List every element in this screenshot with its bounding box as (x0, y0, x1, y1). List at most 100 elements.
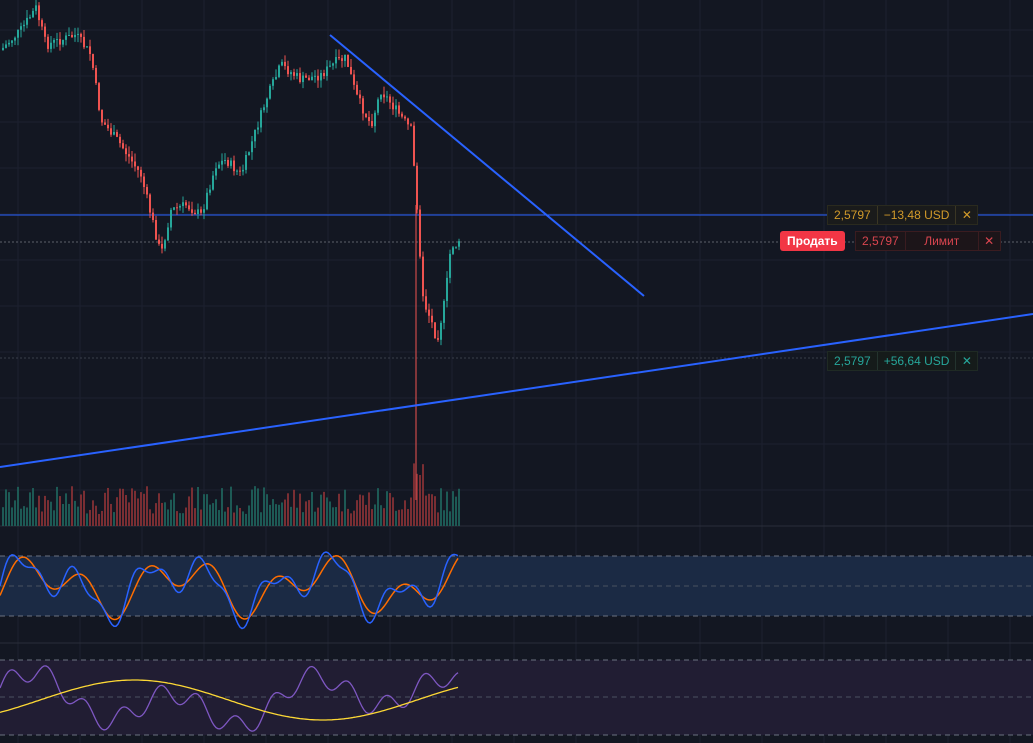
candle-body (449, 253, 451, 278)
stop-loss-order-label[interactable]: 2,5797 +56,64 USD ✕ (827, 351, 979, 371)
volume-bar (398, 509, 400, 526)
trendline-resistance[interactable] (329, 34, 645, 297)
close-x-icon[interactable]: ✕ (977, 232, 1000, 250)
candle-body (245, 155, 247, 170)
volume-bar (281, 502, 283, 526)
candle-body (185, 202, 187, 206)
candle-body (215, 168, 217, 176)
close-x-icon[interactable]: ✕ (955, 206, 977, 224)
candle-body (272, 79, 274, 86)
candle-body (428, 309, 430, 316)
candle-body (104, 122, 106, 125)
volume-bar (272, 499, 274, 526)
volume-bar (53, 510, 55, 526)
candle-body (164, 240, 166, 249)
candle-body (209, 189, 211, 193)
candlesticks[interactable] (2, 0, 460, 500)
stop-loss-pnl: +56,64 USD (883, 354, 950, 368)
volume-bar (74, 500, 76, 526)
volume-bar (347, 508, 349, 526)
candle-body (440, 322, 442, 340)
volume-bar (368, 492, 370, 526)
trendline-support[interactable] (0, 313, 1033, 468)
volume-bar (428, 493, 430, 526)
volume-bar (404, 500, 406, 526)
candle-body (362, 98, 364, 114)
volume-bar (242, 511, 244, 526)
candle-body (41, 20, 43, 27)
candle-body (140, 169, 142, 177)
candle-body (35, 5, 37, 11)
candle-body (437, 338, 439, 340)
volume-bar (248, 505, 250, 526)
rsi-lines (0, 665, 459, 732)
candle-body (161, 243, 163, 249)
candle-body (302, 75, 304, 83)
candle-body (167, 227, 169, 241)
volume-bar (17, 486, 19, 526)
candle-body (125, 148, 127, 155)
volume-bar (410, 497, 412, 526)
volume-bar (251, 489, 253, 526)
volume-bar (269, 504, 271, 526)
candle-body (257, 127, 259, 130)
candle-body (278, 65, 280, 77)
candle-body (38, 5, 40, 21)
volume-bar (407, 509, 409, 526)
volume-bar (317, 507, 319, 526)
volume-bar (113, 512, 115, 526)
close-x-icon[interactable]: ✕ (955, 352, 977, 370)
candle-body (335, 57, 337, 64)
candle-body (275, 76, 277, 80)
candle-body (389, 96, 391, 103)
sell-button[interactable]: Продать (780, 231, 845, 251)
volume-bar (107, 487, 109, 526)
stop-loss-price[interactable]: 2,5797 (828, 352, 878, 370)
volume-bar (164, 502, 166, 526)
take-profit-price[interactable]: 2,5797 (828, 206, 878, 224)
volume-bar (29, 492, 31, 526)
candle-body (326, 66, 328, 77)
take-profit-order-label[interactable]: 2,5797 −13,48 USD ✕ (827, 205, 979, 225)
candle-body (47, 36, 49, 49)
candle-body (386, 96, 388, 98)
volume-bar (65, 493, 67, 526)
candle-body (11, 40, 13, 43)
volume-bar (332, 507, 334, 526)
candle-body (398, 105, 400, 114)
volume-bar (134, 490, 136, 526)
volume-bar (47, 500, 49, 526)
volume-bar (167, 509, 169, 526)
candle-body (50, 42, 52, 49)
limit-order-label[interactable]: 2,5797 Лимит ✕ (855, 231, 1001, 251)
volume-bar (437, 512, 439, 526)
volume-bar (335, 507, 337, 526)
volume-bar (392, 497, 394, 526)
candle-body (206, 192, 208, 210)
volume-bar (95, 505, 97, 526)
candle-body (83, 36, 85, 48)
volume-bar (50, 501, 52, 526)
candle-body (392, 102, 394, 110)
candle-body (95, 67, 97, 84)
volume-bar (122, 488, 124, 526)
volume-bar (119, 488, 121, 526)
candle-body (20, 26, 22, 30)
candle-body (296, 73, 298, 76)
volume-bar (224, 511, 226, 526)
volume-bar (401, 509, 403, 526)
volume-bar (137, 498, 139, 526)
candle-body (308, 77, 310, 81)
volume-bar (341, 511, 343, 526)
candle-body (98, 83, 100, 110)
candle-body (254, 129, 256, 142)
volume-bar (326, 497, 328, 526)
volume-bar (8, 492, 10, 526)
candle-body (260, 110, 262, 128)
volume-bar (356, 500, 358, 526)
limit-price[interactable]: 2,5797 (856, 232, 906, 250)
volume-bar (374, 504, 376, 526)
volume-bar (140, 492, 142, 526)
volume-bar (362, 495, 364, 526)
